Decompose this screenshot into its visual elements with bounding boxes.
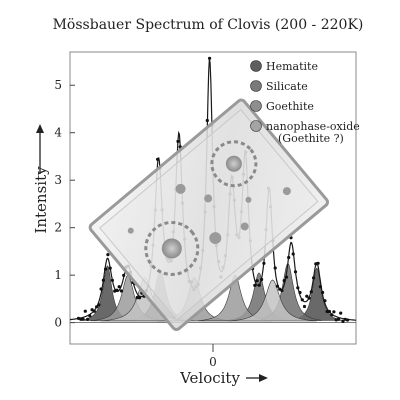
data-point [332, 310, 336, 314]
legend-label: Goethite [266, 100, 314, 113]
data-point [156, 157, 160, 161]
data-point [92, 309, 96, 313]
x-axis-ticks: 0 [209, 344, 217, 369]
data-point [336, 317, 340, 321]
data-point [83, 309, 87, 313]
data-point [101, 278, 105, 282]
component-peak-nanophase-oxide [228, 279, 317, 322]
data-point [293, 270, 298, 274]
legend-label: Hematite [266, 60, 318, 73]
data-point [104, 267, 108, 271]
x-axis-label: Velocity [179, 369, 240, 387]
legend-label-line2: (Goethite ?) [278, 132, 344, 145]
data-point [309, 290, 313, 294]
data-point [262, 261, 266, 265]
data-point [119, 289, 124, 293]
legend: Hematite Silicate Goethite nanophase-oxide(… [250, 60, 360, 145]
overlay-flower-large [144, 220, 200, 276]
x-tick-label: 0 [209, 355, 217, 369]
y-tick-label: 0 [54, 316, 62, 330]
data-point [345, 318, 350, 322]
y-tick-label: 2 [54, 221, 62, 235]
y-tick-label: 3 [54, 173, 62, 187]
data-point [282, 279, 286, 283]
y-tick-label: 1 [54, 268, 62, 282]
data-point [88, 314, 92, 318]
legend-marker [250, 100, 262, 112]
data-point [291, 252, 295, 256]
data-point [323, 299, 327, 303]
overlay-flower-small [210, 140, 258, 188]
overlay-dots [127, 183, 291, 245]
data-point [307, 296, 311, 300]
overlay-panel [88, 98, 330, 332]
data-point [325, 309, 329, 314]
data-point [99, 287, 103, 291]
data-point [176, 139, 180, 143]
data-point [95, 305, 99, 309]
data-point [298, 290, 302, 295]
data-point [137, 296, 142, 300]
data-point [115, 288, 119, 292]
data-point [81, 317, 85, 321]
data-point [110, 278, 114, 282]
data-point [339, 311, 343, 315]
legend-marker [250, 60, 262, 72]
y-axis-arrowhead [36, 124, 44, 133]
legend-marker [250, 120, 262, 132]
data-point [106, 253, 110, 257]
data-point [205, 118, 209, 123]
data-point [253, 283, 257, 287]
data-point [305, 294, 309, 298]
y-tick-label: 5 [54, 78, 62, 92]
data-point [260, 277, 264, 282]
data-point [284, 275, 289, 279]
data-point [273, 266, 277, 270]
data-point [122, 273, 126, 277]
data-point [302, 304, 307, 309]
data-point [300, 298, 304, 302]
y-axis-label: Intensity [32, 166, 50, 234]
data-point [275, 284, 279, 288]
y-tick-label: 4 [54, 126, 62, 140]
data-point [97, 303, 101, 307]
legend-marker [250, 80, 262, 92]
data-point [321, 290, 325, 295]
y-axis-ticks: 0 1 2 3 4 5 [54, 78, 75, 330]
chart-title: Mössbauer Spectrum of Clovis (200 - 220K… [53, 17, 364, 33]
data-point [330, 313, 334, 317]
data-point [108, 266, 112, 270]
data-point [257, 283, 261, 287]
legend-label: nanophase-oxide [266, 120, 360, 133]
x-axis-arrowhead [259, 374, 268, 382]
data-point [316, 261, 320, 265]
legend-label: Silicate [266, 80, 308, 93]
data-point [318, 285, 322, 289]
data-point [117, 285, 121, 289]
data-point [86, 317, 90, 321]
data-point [287, 255, 291, 260]
data-point [341, 319, 345, 323]
overlay-panel-frame [88, 98, 330, 332]
data-point [296, 286, 300, 290]
data-point [312, 276, 316, 280]
data-point [327, 309, 331, 314]
y-axis-label-group: Intensity [32, 166, 50, 234]
data-point [280, 288, 284, 293]
data-point [208, 56, 212, 60]
data-point [255, 279, 259, 283]
